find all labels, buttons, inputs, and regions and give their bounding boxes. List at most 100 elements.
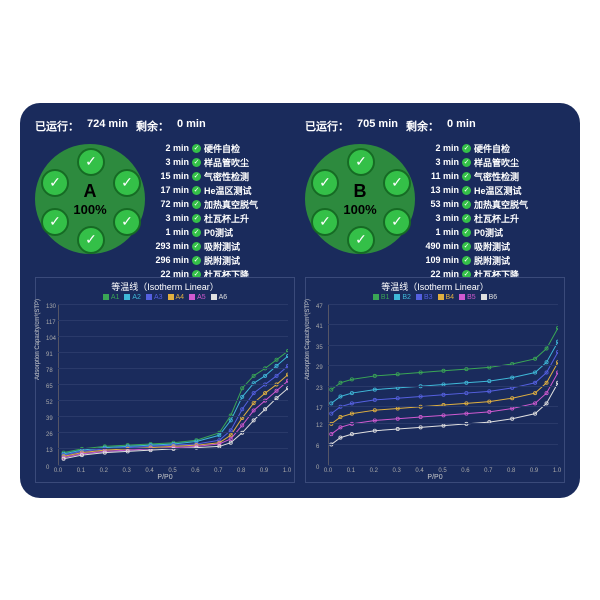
isotherm-chart: 等温线（Isotherm Linear）A1A2A3A4A5A6Adsorpti… bbox=[35, 277, 295, 483]
y-tick: 91 bbox=[46, 352, 53, 358]
x-tick: 0.4 bbox=[145, 468, 153, 474]
check-icon: ✓ bbox=[192, 172, 201, 181]
top-block: ✓✓✓✓✓✓B100%2 min✓硬件自检3 min✓样品管吹尘11 min✓气… bbox=[305, 138, 565, 273]
y-tick: 0 bbox=[46, 465, 49, 471]
legend-item: B6 bbox=[481, 294, 498, 301]
legend-item: A4 bbox=[168, 294, 185, 301]
elapsed-value: 724 min bbox=[87, 118, 128, 134]
x-tick: 0.6 bbox=[191, 468, 199, 474]
check-icon: ✓ bbox=[462, 242, 471, 251]
grid-line bbox=[58, 432, 288, 433]
y-tick: 52 bbox=[46, 400, 53, 406]
status-row: 已运行：705 min剩余：0 min bbox=[305, 118, 565, 134]
remain-value: 0 min bbox=[177, 118, 206, 134]
isotherm-chart: 等温线（Isotherm Linear）B1B2B3B4B5B6Adsorpti… bbox=[305, 277, 565, 483]
legend-label: B2 bbox=[402, 294, 411, 301]
step-time: 72 min bbox=[151, 199, 189, 209]
wheel-node-5: ✓ bbox=[41, 208, 69, 236]
legend-label: B3 bbox=[424, 294, 433, 301]
y-tick: 6 bbox=[316, 444, 319, 450]
grid-line bbox=[328, 304, 558, 305]
grid-line bbox=[328, 444, 558, 445]
grid-line bbox=[58, 465, 288, 466]
y-tick: 26 bbox=[46, 432, 53, 438]
x-tick: 0.3 bbox=[123, 468, 131, 474]
step-time: 3 min bbox=[151, 213, 189, 223]
step-row: 1 min✓P0测试 bbox=[151, 226, 295, 239]
check-icon: ✓ bbox=[462, 214, 471, 223]
step-time: 293 min bbox=[151, 241, 189, 251]
y-tick: 117 bbox=[46, 320, 56, 326]
elapsed-label: 已运行： bbox=[35, 118, 79, 134]
wheel-node-3: ✓ bbox=[383, 208, 411, 236]
y-tick: 12 bbox=[316, 423, 323, 429]
step-name: 杜瓦杯上升 bbox=[474, 212, 519, 225]
status-wheel: ✓✓✓✓✓✓B100% bbox=[305, 144, 415, 254]
step-name: He温区测试 bbox=[474, 184, 522, 197]
y-tick: 0 bbox=[316, 465, 319, 471]
legend-label: A1 bbox=[111, 294, 120, 301]
series-line bbox=[331, 382, 558, 444]
x-tick: 0.8 bbox=[237, 468, 245, 474]
y-tick: 78 bbox=[46, 368, 53, 374]
series-line bbox=[331, 327, 558, 389]
y-tick: 41 bbox=[316, 324, 323, 330]
x-tick: 0.0 bbox=[54, 468, 62, 474]
step-time: 15 min bbox=[151, 171, 189, 181]
step-time: 2 min bbox=[421, 143, 459, 153]
grid-line bbox=[58, 384, 288, 385]
legend-label: B4 bbox=[446, 294, 455, 301]
step-time: 11 min bbox=[421, 171, 459, 181]
grid-line bbox=[328, 386, 558, 387]
check-icon: ✓ bbox=[192, 256, 201, 265]
grid-line bbox=[328, 345, 558, 346]
step-time: 1 min bbox=[151, 227, 189, 237]
legend-item: A2 bbox=[124, 294, 141, 301]
step-time: 53 min bbox=[421, 199, 459, 209]
step-row: 109 min✓脱附测试 bbox=[421, 254, 565, 267]
check-icon: ✓ bbox=[462, 172, 471, 181]
legend-item: B1 bbox=[373, 294, 390, 301]
x-tick: 0.1 bbox=[347, 468, 355, 474]
x-tick: 0.1 bbox=[77, 468, 85, 474]
legend-item: B2 bbox=[394, 294, 411, 301]
x-axis-label: P/P0 bbox=[157, 474, 172, 481]
y-tick: 35 bbox=[316, 345, 323, 351]
wheel-node-1: ✓ bbox=[77, 148, 105, 176]
legend-item: B3 bbox=[416, 294, 433, 301]
step-name: 样品管吹尘 bbox=[204, 156, 249, 169]
step-time: 3 min bbox=[151, 157, 189, 167]
elapsed-value: 705 min bbox=[357, 118, 398, 134]
step-time: 296 min bbox=[151, 255, 189, 265]
x-tick: 0.5 bbox=[438, 468, 446, 474]
y-tick: 13 bbox=[46, 448, 53, 454]
wheel-center: B100% bbox=[343, 181, 376, 217]
y-tick: 65 bbox=[46, 384, 53, 390]
chart-title: 等温线（Isotherm Linear） bbox=[306, 280, 564, 293]
wheel-center: A100% bbox=[73, 181, 106, 217]
step-time: 1 min bbox=[421, 227, 459, 237]
grid-line bbox=[58, 400, 288, 401]
step-name: 加热真空脱气 bbox=[204, 198, 258, 211]
check-icon: ✓ bbox=[462, 186, 471, 195]
check-icon: ✓ bbox=[192, 186, 201, 195]
step-row: 2 min✓硬件自检 bbox=[151, 142, 295, 155]
step-time: 13 min bbox=[421, 185, 459, 195]
legend-item: B5 bbox=[459, 294, 476, 301]
step-time: 2 min bbox=[151, 143, 189, 153]
check-icon: ✓ bbox=[192, 144, 201, 153]
step-list: 2 min✓硬件自检3 min✓样品管吹尘11 min✓气密性检测13 min✓… bbox=[421, 138, 565, 273]
x-tick: 1.0 bbox=[553, 468, 561, 474]
wheel-percent: 100% bbox=[73, 202, 106, 217]
legend-swatch bbox=[189, 294, 195, 300]
step-row: 13 min✓He温区测试 bbox=[421, 184, 565, 197]
legend-label: A2 bbox=[132, 294, 141, 301]
step-row: 3 min✓样品管吹尘 bbox=[421, 156, 565, 169]
step-name: 样品管吹尘 bbox=[474, 156, 519, 169]
y-tick: 23 bbox=[316, 386, 323, 392]
device-screen: 已运行：724 min剩余：0 min✓✓✓✓✓✓A100%2 min✓硬件自检… bbox=[20, 103, 580, 498]
check-icon: ✓ bbox=[192, 242, 201, 251]
check-icon: ✓ bbox=[192, 158, 201, 167]
grid-line bbox=[58, 448, 288, 449]
legend-swatch bbox=[459, 294, 465, 300]
